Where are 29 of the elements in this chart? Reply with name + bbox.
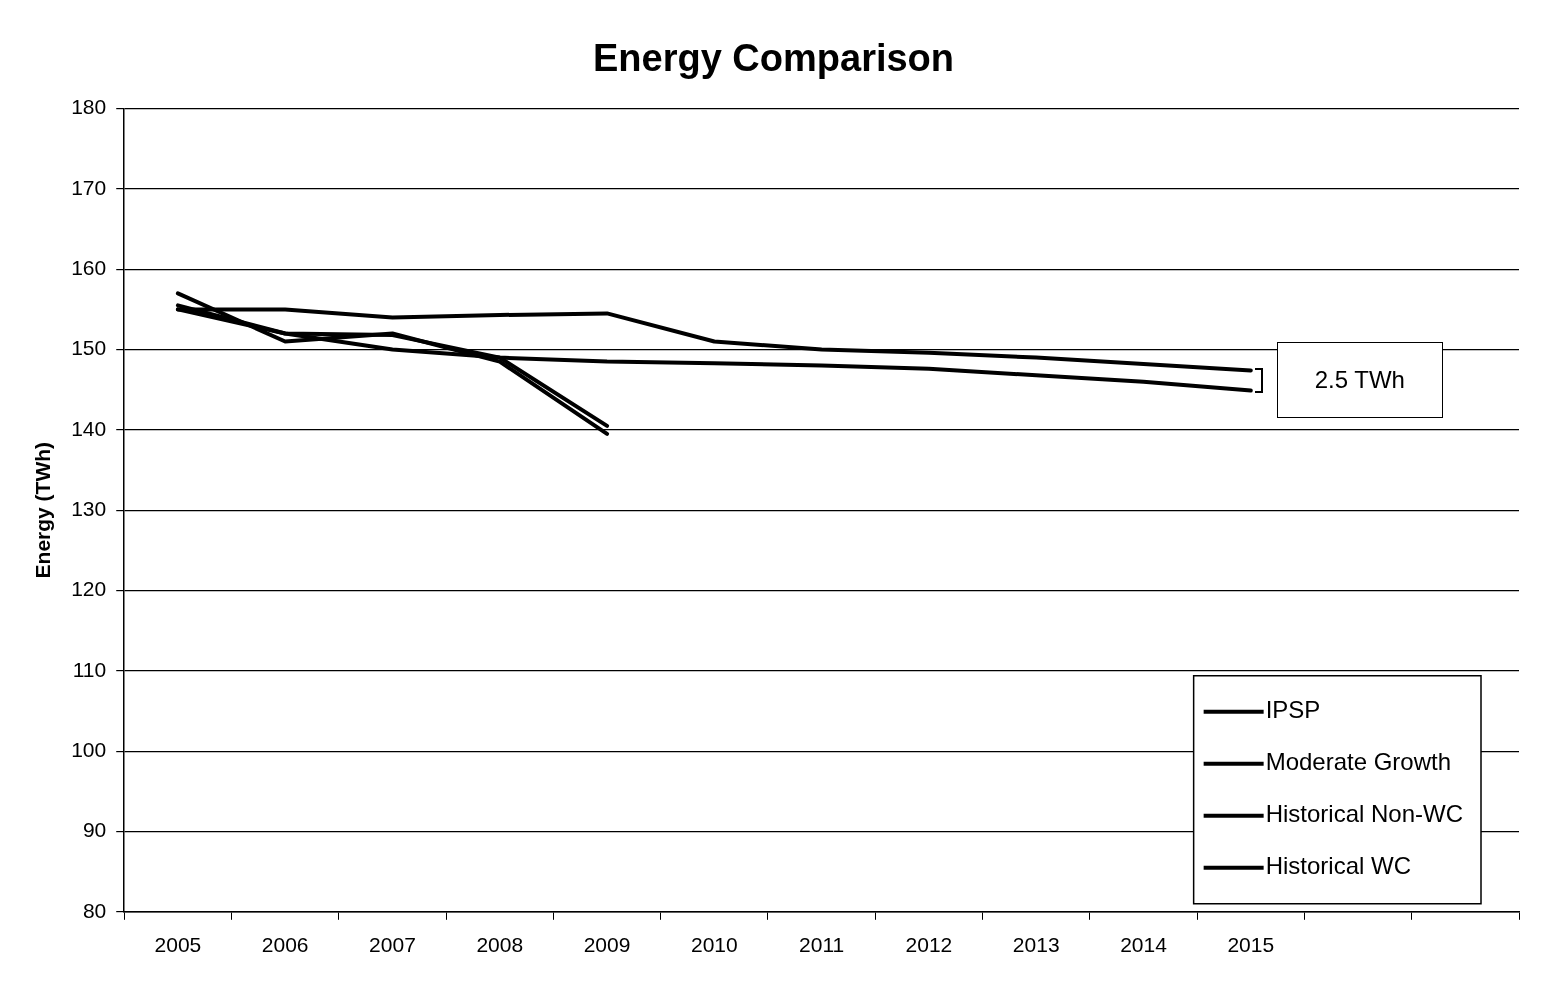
- chart-title: Energy Comparison: [592, 37, 955, 80]
- annotation: 2.5 TWh: [1314, 366, 1405, 395]
- x-tick-label: 2015: [1227, 933, 1275, 957]
- legend-label: Historical Non-WC: [1265, 800, 1463, 828]
- legend-label: Historical WC: [1265, 852, 1411, 880]
- y-tick-label: 80: [82, 898, 107, 922]
- legend-label: Moderate Growth: [1265, 748, 1452, 776]
- x-tick-label: 2011: [799, 933, 845, 957]
- y-tick-label: 150: [71, 336, 107, 360]
- legend-label: IPSP: [1265, 696, 1321, 724]
- y-axis-title: Energy (TWh): [31, 441, 55, 579]
- x-tick-label: 2010: [690, 933, 738, 957]
- y-tick-label: 180: [71, 95, 107, 119]
- x-tick-label: 2007: [369, 933, 416, 957]
- x-tick-label: 2006: [261, 933, 309, 957]
- y-tick-label: 160: [71, 256, 107, 280]
- x-tick-label: 2012: [905, 933, 953, 957]
- y-tick-label: 110: [72, 657, 107, 681]
- x-tick-label: 2008: [476, 933, 524, 957]
- x-tick-label: 2009: [583, 933, 631, 957]
- x-tick-label: 2005: [154, 933, 202, 957]
- y-tick-label: 170: [71, 175, 107, 199]
- y-tick-label: 130: [71, 497, 107, 520]
- y-tick-label: 90: [82, 818, 107, 842]
- y-tick-label: 120: [71, 577, 107, 601]
- x-tick-label: 2013: [1012, 933, 1060, 957]
- y-tick-label: 140: [71, 416, 107, 440]
- y-tick-label: 100: [71, 737, 107, 761]
- x-tick-label: 2014: [1120, 933, 1168, 957]
